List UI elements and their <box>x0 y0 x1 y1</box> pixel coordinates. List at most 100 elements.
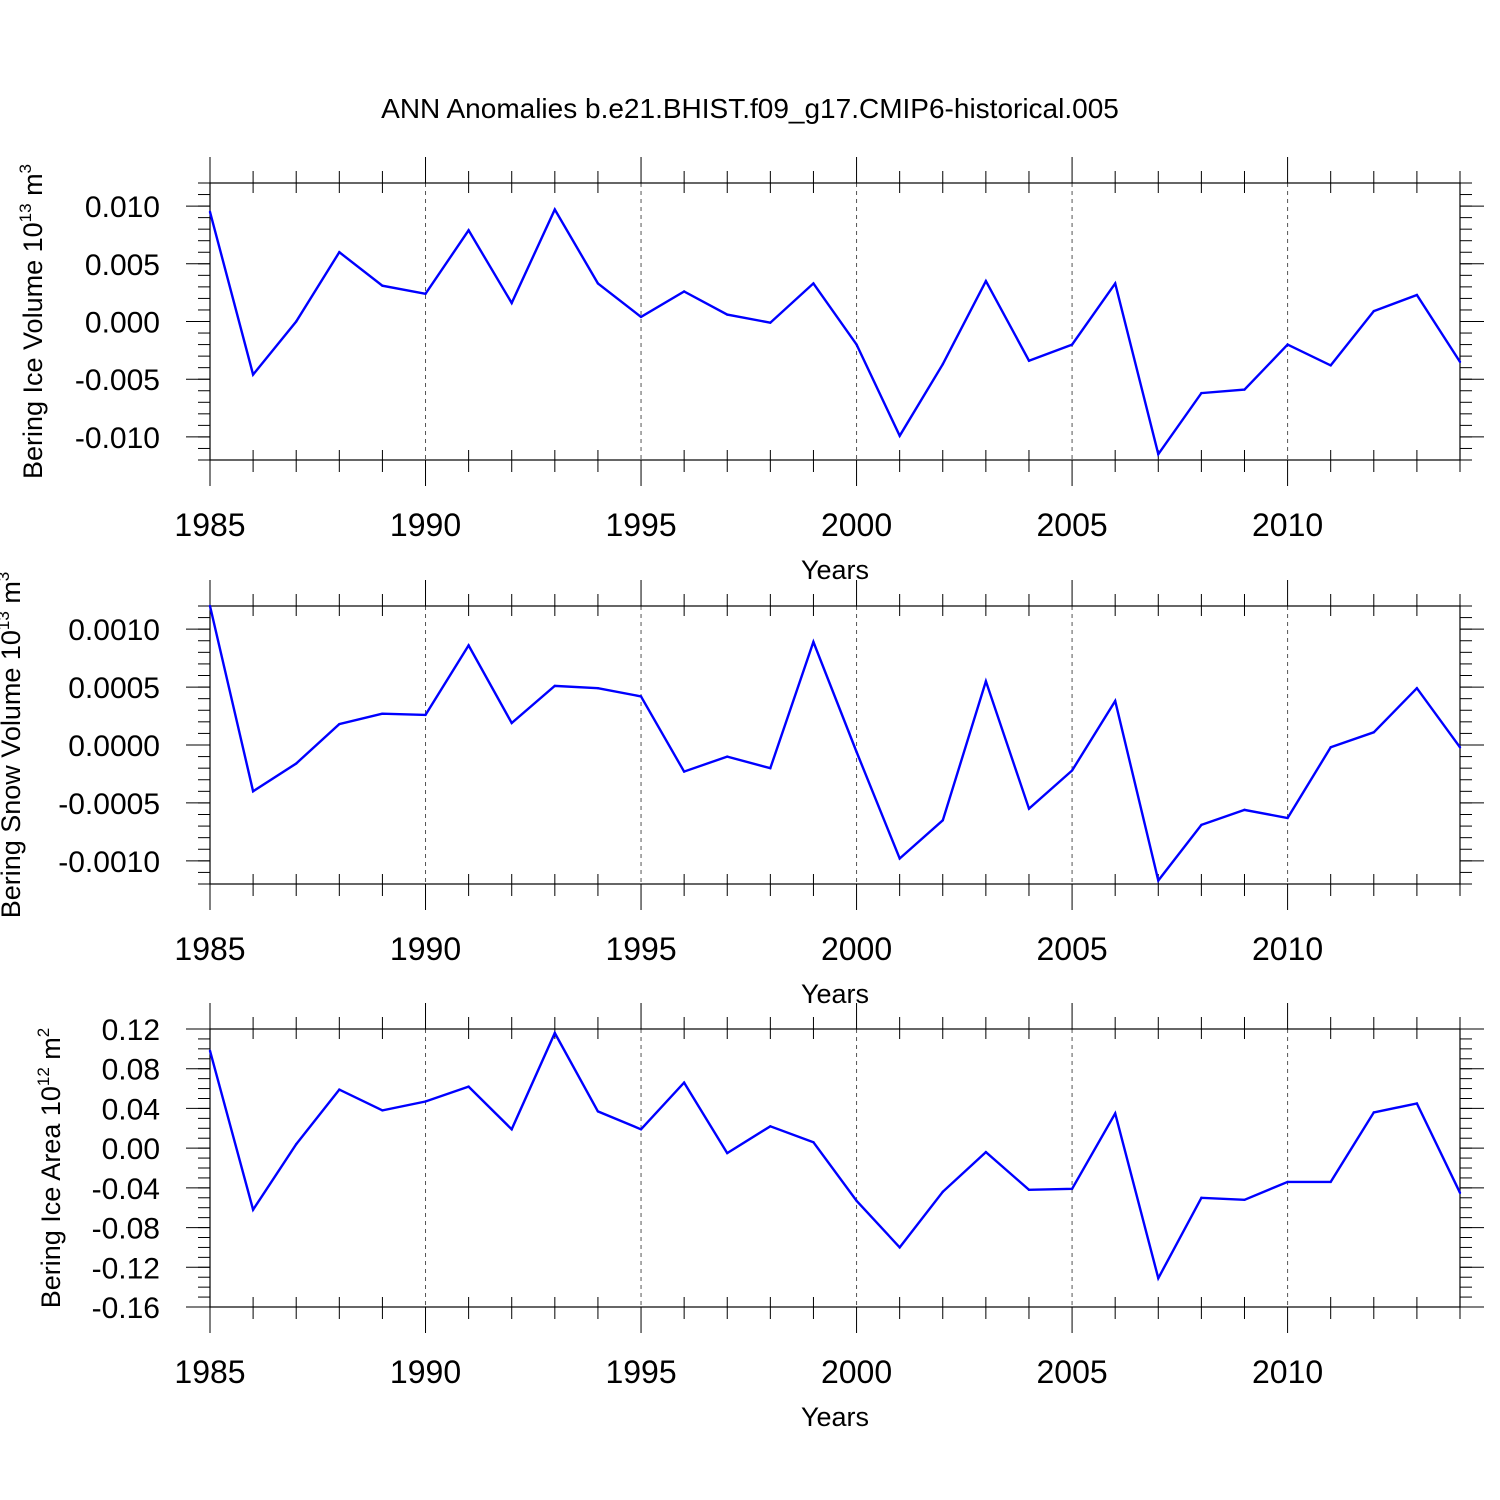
y-tick-label: -0.08 <box>92 1213 160 1246</box>
data-point <box>251 790 255 793</box>
y-axis-label-main: Bering Ice Volume 10 <box>18 222 48 479</box>
data-point <box>855 1199 858 1202</box>
data-point <box>1458 1191 1462 1195</box>
y-axis-label: Bering Ice Area 1012 m2 <box>34 1028 66 1309</box>
data-point <box>769 1125 772 1128</box>
data-point <box>381 284 384 287</box>
data-point <box>510 1128 513 1131</box>
data-point <box>682 290 686 293</box>
data-point <box>1286 343 1289 346</box>
data-point <box>941 819 944 822</box>
data-point <box>424 1100 427 1103</box>
y-axis-label-exponent: 13 <box>16 203 35 222</box>
data-point <box>553 684 557 688</box>
x-tick-label: 1985 <box>174 507 245 543</box>
data-point <box>639 315 643 319</box>
data-point <box>898 857 901 860</box>
y-tick-label: -0.04 <box>92 1173 160 1206</box>
x-tick-label: 1995 <box>605 1354 676 1390</box>
x-tick-label: 2010 <box>1252 1354 1323 1390</box>
chart-panels: 0.010 0.005 0.000 -0.005 -0.010 1985 1990 1995 2… <box>0 157 1484 1432</box>
data-point <box>984 279 988 283</box>
y-tick-label: 0.08 <box>102 1054 160 1087</box>
data-point <box>381 1109 384 1112</box>
x-tick-label: 2000 <box>821 931 892 967</box>
x-tick-label: 1990 <box>390 507 461 543</box>
data-point <box>1027 1188 1031 1192</box>
data-point <box>381 712 384 715</box>
y-tick-label: 0.04 <box>102 1093 160 1126</box>
data-point <box>855 343 858 346</box>
data-point <box>424 292 427 295</box>
data-point <box>596 1110 600 1113</box>
figure-title: ANN Anomalies b.e21.BHIST.f09_g17.CMIP6-… <box>381 93 1119 124</box>
data-point <box>639 1128 643 1131</box>
x-axis-label: Years <box>801 555 869 585</box>
y-axis-label: Bering Ice Volume 1013 m3 <box>16 164 48 479</box>
data-point <box>596 687 600 690</box>
data-point <box>726 313 729 316</box>
y-tick-label: 0.0005 <box>68 672 160 705</box>
data-point <box>812 1140 815 1144</box>
x-tick-label: 1985 <box>174 1354 245 1390</box>
data-point <box>1200 391 1203 395</box>
chart-panel-2: 0.0010 0.0005 0.0000 -0.0005 -0.0010 1985 1990… <box>0 572 1484 1009</box>
y-axis-label-exponent: 12 <box>34 1067 53 1086</box>
data-point <box>726 1151 729 1155</box>
data-point <box>1329 746 1332 749</box>
y-axis-label-unit-exponent: 3 <box>0 572 13 581</box>
data-point <box>1070 769 1074 772</box>
data-point <box>1157 1277 1160 1280</box>
x-tick-label: 2005 <box>1036 931 1107 967</box>
chart-panel-3: 0.12 0.08 0.04 0.00 -0.04 -0.08 -0.12 -0.16 1985… <box>34 1003 1484 1432</box>
data-point <box>467 1085 470 1088</box>
data-point <box>510 721 513 725</box>
x-tick-label: 1990 <box>390 931 461 967</box>
data-point <box>1243 388 1246 391</box>
y-tick-label: 0.000 <box>85 307 160 340</box>
series-line <box>208 206 1462 458</box>
y-tick-label: 0.005 <box>85 249 160 282</box>
y-axis-label-unit: m <box>36 1037 66 1067</box>
data-point <box>769 321 772 324</box>
data-point <box>812 640 815 644</box>
data-point <box>984 1150 988 1154</box>
y-tick-label: 0.0010 <box>68 614 160 647</box>
data-point <box>1157 879 1160 882</box>
y-tick-label: 0.00 <box>102 1133 160 1166</box>
y-tick-label: 0.12 <box>102 1014 160 1047</box>
y-tick-label: 0.010 <box>85 191 160 224</box>
data-point <box>208 604 212 608</box>
data-point <box>1372 1111 1375 1114</box>
data-point <box>208 210 212 214</box>
data-point <box>208 1049 212 1053</box>
data-point <box>639 695 643 698</box>
data-point <box>596 282 600 285</box>
y-axis-label-main: Bering Ice Area 10 <box>36 1086 66 1308</box>
data-point <box>1200 1196 1203 1199</box>
x-tick-label: 1995 <box>605 931 676 967</box>
data-point <box>941 1190 944 1194</box>
y-axis-label-unit-exponent: 2 <box>34 1028 53 1037</box>
data-point <box>855 750 858 754</box>
data-point <box>682 1081 686 1084</box>
data-point <box>1113 1112 1117 1115</box>
data-point <box>1027 359 1031 362</box>
data-point <box>1372 309 1375 313</box>
y-tick-label: -0.16 <box>92 1292 160 1325</box>
data-point <box>941 363 944 366</box>
y-axis-label-unit: m <box>0 581 26 611</box>
chart-panel-1: 0.010 0.005 0.000 -0.005 -0.010 1985 1990 1995 2… <box>16 157 1484 585</box>
data-point <box>510 301 513 305</box>
data-point <box>898 1246 901 1249</box>
y-tick-label: -0.010 <box>75 422 160 455</box>
data-point <box>1286 816 1289 820</box>
data-point <box>251 1208 255 1211</box>
data-point <box>769 766 772 770</box>
data-point <box>295 762 298 765</box>
data-point <box>984 680 988 683</box>
y-axis-label-unit-exponent: 3 <box>16 164 35 173</box>
y-axis-label: Bering Snow Volume 1013 m3 <box>0 572 26 919</box>
y-tick-label: 0.0000 <box>68 730 160 763</box>
